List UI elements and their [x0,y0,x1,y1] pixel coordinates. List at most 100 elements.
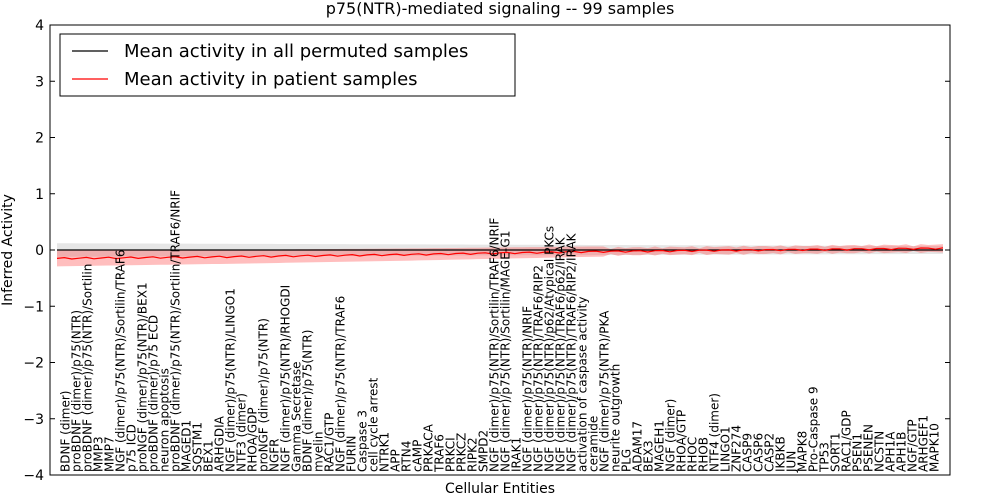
entity-label: Caspase 3 [356,410,370,472]
entity-label: proBDNF (dimer)/p75 ECD [147,315,161,472]
y-axis-label: Inferred Activity [0,194,16,306]
entity-label: NGF (dimer)/p75(NTR)/TRAF6/p62/IRAK [554,236,568,472]
y-tick-label: −1 [23,299,44,315]
entity-label: PSEN1 [851,433,865,472]
legend: Mean activity in all permuted samples Me… [59,33,516,97]
x-axis-label: Cellular Entities [445,481,555,497]
entity-label: NGF (dimer)/p75(NTR)/LINGO1 [224,288,238,472]
entity-label: ceramide [587,416,601,472]
entity-label: neurite outgrowth [609,364,623,472]
entity-label: ZNF274 [730,425,744,472]
entity-label: JUN [785,451,799,473]
entity-label: MAGEH1 [653,420,667,472]
entity-label: activation of caspase activity [576,297,590,472]
entity-label: proNGF (dimer)/p75(NTR) [257,318,271,472]
entity-label: NGF (dimer)/p75(NTR)/TRAF6/RIP2 [532,265,546,472]
entity-label: NGF (dimer)/p75(NTR)/RHOGDI [279,285,293,472]
series-lines [56,247,944,260]
entity-label: MMP7 [103,436,117,472]
y-tick-label: −4 [23,468,44,484]
entity-label: TP53 [818,442,832,473]
entity-label: p75 ICD [125,424,139,472]
entity-label: NTF3 (dimer) [235,393,249,472]
entity-label: myelin [312,432,326,472]
entity-label: proNGF (dimer)/p75(NTR)/BEX1 [136,282,150,472]
entity-label: NGF (dimer)/p75(NTR)/Sortilin/TRAF6 [114,250,128,472]
y-tick-label: 4 [35,18,44,34]
entity-label: RHOA/GTP [675,410,689,472]
entity-labels: BDNF (dimer)proBDNF (dimer)/p75(NTR)proB… [59,190,942,473]
entity-label: NTRK1 [378,432,392,472]
entity-label: NGF (dimer)/p75(NTR)/NRIF [521,306,535,472]
entity-label: NGF/GTP [906,419,920,472]
entity-label: BDNF (dimer)/p75(NTR) [301,330,315,472]
entity-label: ADAM17 [631,421,645,472]
y-tick-label: −2 [23,356,44,372]
entity-label: Pro-Caspase 9 [807,386,821,472]
entity-label: ARHGEF1 [917,415,931,472]
entity-label: IKBKB [774,436,788,472]
entity-label: PLG [620,449,634,472]
entity-label: NGF (dimer)/p75(NTR)/Sortilin/TRAF6/NRIF [488,218,502,472]
chart-title: p75(NTR)-mediated signaling -- 99 sample… [326,0,675,18]
entity-label: proBDNF (dimer)/p75(NTR)/Sortilin [81,264,95,472]
entity-label: NGF (dimer)/p75(NTR)/PKA [598,310,612,472]
entity-label: FURIN [345,435,359,472]
entity-label: ARHGDIA [213,415,227,472]
y-tick-label: −3 [23,412,44,428]
y-axis-ticks: 4 3 2 1 0 −1 −2 −3 −4 [23,18,950,484]
entity-label: RTN4 [400,441,414,472]
entity-label: PRKACA [422,423,436,472]
entity-label: MMP3 [92,436,106,472]
series-line-patient [56,247,944,260]
y-tick-label: 3 [35,74,44,90]
entity-label: PRKCZ [455,433,469,472]
entity-label: RIPK2 [466,437,480,472]
entity-label: CASP6 [752,433,766,472]
entity-label: NCSTN [873,431,887,472]
legend-label-patient: Mean activity in patient samples [124,69,418,90]
entity-label: RHOA/GDP [246,407,260,472]
entity-label: cAMP [411,440,425,472]
entity-label: NGF (dimer)/p75(NTR)/TRAF6 [334,296,348,472]
entity-label: RHOC [686,437,700,472]
entity-label: neuron apoptosis [158,368,172,472]
entity-label: LINGO1 [719,426,733,472]
entity-label: cell cycle arrest [367,377,381,472]
entity-label: NTF4 (dimer) [708,393,722,472]
y-tick-label: 2 [35,131,44,147]
legend-box [59,33,516,97]
entity-label: RAC1/GDP [840,410,854,472]
entity-label: MAPK10 [928,423,942,472]
entity-label: PSENEN [862,424,876,472]
entity-label: PRKCI [444,437,458,472]
entity-label: RHOB [697,437,711,472]
entity-label: CASP9 [741,433,755,472]
entity-label: CASP2 [763,433,777,472]
y-tick-label: 1 [35,187,44,203]
entity-label: BEX3 [642,440,656,472]
entity-label: APP [389,449,403,472]
entity-label: NGFR [268,438,282,472]
entity-label: proBDNF (dimer)/p75(NTR)/Sortilin/TRAF6/… [169,190,183,472]
entity-label: SMPD2 [477,430,491,472]
entity-label: APH1A [884,431,898,472]
entity-label: TRAF6 [433,434,447,473]
entity-label: IRAK1 [510,437,524,472]
entity-label: BEX1 [202,440,216,472]
entity-label: NGF (dimer)/p75(NTR)/Sortilin/MAGE-G1 [499,231,513,472]
entity-label: RAC1/GTP [323,413,337,472]
entity-label: proBDNF (dimer)/p75(NTR) [70,310,84,472]
legend-label-permuted: Mean activity in all permuted samples [124,41,468,62]
y-tick-label: 0 [35,243,44,259]
entity-label: MAPK8 [796,431,810,472]
entity-label: SORT1 [829,433,843,473]
entity-label: BDNF (dimer) [59,391,73,473]
entity-label: APH1B [895,432,909,472]
entity-label: NGF (dimer)/p75(NTR)/TRAF6/RIP2/IRAK [565,232,579,472]
entity-label: MAGED1 [180,420,194,472]
entity-label: NGF (dimer)/p75(NTR)/p62/Atypical PKCs [543,226,557,472]
entity-label: NGF (dimer) [664,399,678,472]
entity-label: SQSTM1 [191,422,205,472]
